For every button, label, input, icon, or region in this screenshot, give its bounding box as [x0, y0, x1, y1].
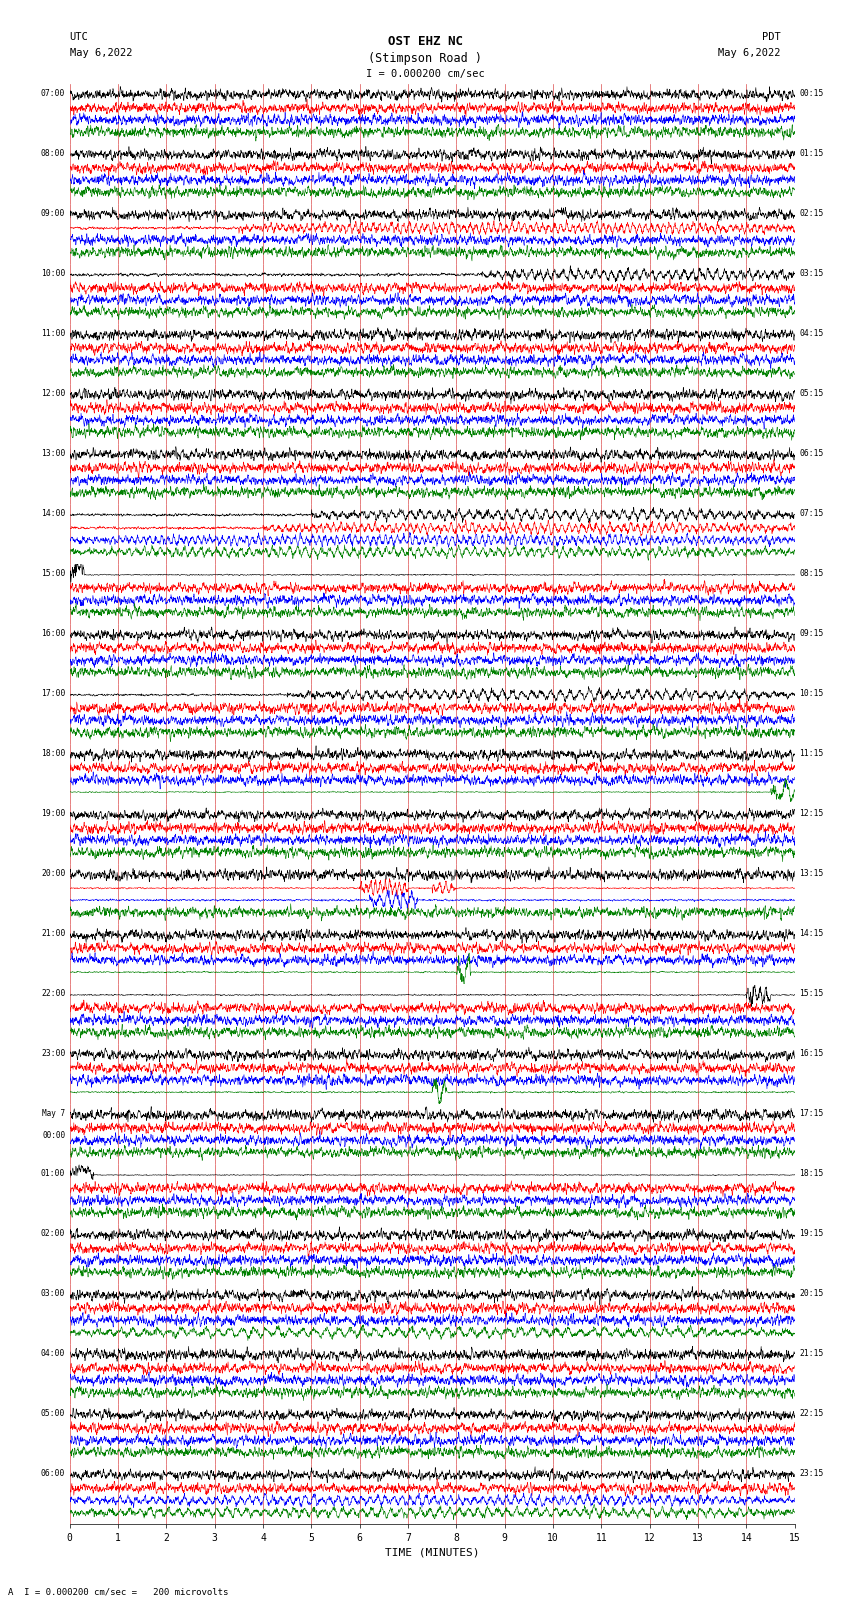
Text: 20:00: 20:00: [41, 869, 65, 877]
Text: 20:15: 20:15: [799, 1289, 824, 1298]
Text: 05:00: 05:00: [41, 1410, 65, 1418]
Text: 08:15: 08:15: [799, 569, 824, 577]
Text: 13:00: 13:00: [41, 448, 65, 458]
Text: 21:15: 21:15: [799, 1348, 824, 1358]
Text: 02:15: 02:15: [799, 208, 824, 218]
Text: 19:00: 19:00: [41, 808, 65, 818]
Text: UTC: UTC: [70, 32, 88, 42]
Text: 14:00: 14:00: [41, 508, 65, 518]
Text: 04:00: 04:00: [41, 1348, 65, 1358]
Text: 05:15: 05:15: [799, 389, 824, 398]
Text: A  I = 0.000200 cm/sec =   200 microvolts: A I = 0.000200 cm/sec = 200 microvolts: [8, 1587, 229, 1597]
Text: 11:00: 11:00: [41, 329, 65, 337]
Text: May 6,2022: May 6,2022: [717, 48, 780, 58]
Text: 09:15: 09:15: [799, 629, 824, 637]
Text: 23:15: 23:15: [799, 1469, 824, 1478]
Text: 08:00: 08:00: [41, 148, 65, 158]
Text: 00:00: 00:00: [42, 1131, 65, 1140]
Text: 16:15: 16:15: [799, 1048, 824, 1058]
Text: May 7: May 7: [42, 1110, 65, 1118]
Text: 18:00: 18:00: [41, 748, 65, 758]
Text: 01:15: 01:15: [799, 148, 824, 158]
Text: 12:15: 12:15: [799, 808, 824, 818]
Text: 03:15: 03:15: [799, 269, 824, 277]
Text: 13:15: 13:15: [799, 869, 824, 877]
Text: 09:00: 09:00: [41, 208, 65, 218]
Text: 07:15: 07:15: [799, 508, 824, 518]
Text: 16:00: 16:00: [41, 629, 65, 637]
Text: 10:15: 10:15: [799, 689, 824, 698]
X-axis label: TIME (MINUTES): TIME (MINUTES): [385, 1547, 479, 1558]
Text: 17:00: 17:00: [41, 689, 65, 698]
Text: 22:00: 22:00: [41, 989, 65, 998]
Text: 06:15: 06:15: [799, 448, 824, 458]
Text: OST EHZ NC: OST EHZ NC: [388, 35, 462, 48]
Text: 03:00: 03:00: [41, 1289, 65, 1298]
Text: 23:00: 23:00: [41, 1048, 65, 1058]
Text: 19:15: 19:15: [799, 1229, 824, 1239]
Text: 02:00: 02:00: [41, 1229, 65, 1239]
Text: 11:15: 11:15: [799, 748, 824, 758]
Text: 18:15: 18:15: [799, 1169, 824, 1177]
Text: 15:00: 15:00: [41, 569, 65, 577]
Text: 22:15: 22:15: [799, 1410, 824, 1418]
Text: PDT: PDT: [762, 32, 780, 42]
Text: 21:00: 21:00: [41, 929, 65, 937]
Text: 00:15: 00:15: [799, 89, 824, 98]
Text: 10:00: 10:00: [41, 269, 65, 277]
Text: 04:15: 04:15: [799, 329, 824, 337]
Text: I = 0.000200 cm/sec: I = 0.000200 cm/sec: [366, 69, 484, 79]
Text: 12:00: 12:00: [41, 389, 65, 398]
Text: 14:15: 14:15: [799, 929, 824, 937]
Text: 06:00: 06:00: [41, 1469, 65, 1478]
Text: 07:00: 07:00: [41, 89, 65, 98]
Text: 15:15: 15:15: [799, 989, 824, 998]
Text: (Stimpson Road ): (Stimpson Road ): [368, 52, 482, 65]
Text: 01:00: 01:00: [41, 1169, 65, 1177]
Text: May 6,2022: May 6,2022: [70, 48, 133, 58]
Text: 17:15: 17:15: [799, 1110, 824, 1118]
